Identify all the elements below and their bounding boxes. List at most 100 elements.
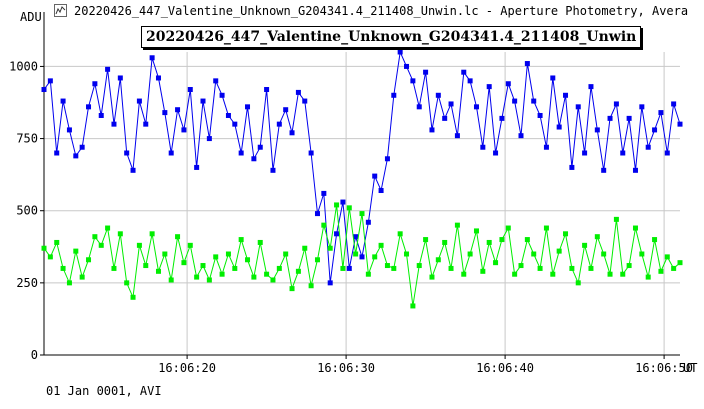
series-0	[41, 49, 683, 286]
data-point	[550, 271, 556, 277]
data-point	[448, 101, 454, 107]
data-point	[607, 271, 613, 277]
data-point	[677, 260, 683, 266]
data-point	[607, 115, 613, 121]
data-point	[98, 112, 104, 118]
data-point	[563, 231, 569, 237]
data-point	[238, 150, 244, 156]
data-point	[289, 286, 295, 292]
data-point	[416, 104, 422, 110]
data-point	[499, 115, 505, 121]
data-point	[512, 271, 518, 277]
data-point	[194, 164, 200, 170]
data-point	[321, 190, 327, 196]
data-point	[181, 127, 187, 133]
data-point	[86, 257, 92, 263]
data-point	[175, 234, 181, 240]
data-point	[671, 265, 677, 271]
data-point	[270, 277, 276, 283]
data-point	[162, 251, 168, 257]
data-point	[54, 239, 60, 245]
data-point	[289, 130, 295, 136]
x-tick-label: 16:06:30	[317, 361, 375, 375]
x-tick-label: 16:06:50	[635, 361, 693, 375]
data-point	[384, 156, 390, 162]
data-point	[582, 150, 588, 156]
data-point	[124, 150, 130, 156]
chart-title: 20220426_447_Valentine_Unknown_G204341.4…	[146, 29, 637, 45]
data-point	[556, 124, 562, 130]
data-point	[136, 242, 142, 248]
data-point	[295, 89, 301, 95]
data-point	[136, 98, 142, 104]
data-point	[575, 104, 581, 110]
data-point	[442, 115, 448, 121]
y-tick-label: 750	[16, 132, 38, 146]
data-point	[257, 239, 263, 245]
data-point	[423, 69, 429, 75]
data-point	[499, 237, 505, 243]
data-point	[219, 271, 225, 277]
data-point	[384, 263, 390, 269]
data-point	[620, 150, 626, 156]
data-point	[448, 265, 454, 271]
data-point	[626, 263, 632, 269]
data-point	[632, 167, 638, 173]
data-point	[143, 121, 149, 127]
data-point	[283, 251, 289, 257]
data-point	[518, 263, 524, 269]
data-point	[130, 294, 136, 300]
data-point	[543, 144, 549, 150]
data-point	[613, 216, 619, 222]
data-point	[486, 239, 492, 245]
data-point	[219, 92, 225, 98]
data-point	[276, 121, 282, 127]
data-point	[302, 245, 308, 251]
data-point	[98, 242, 104, 248]
data-point	[397, 231, 403, 237]
data-point	[632, 225, 638, 231]
chart-app-icon[interactable]	[54, 4, 67, 17]
data-point	[454, 133, 460, 139]
data-point	[346, 265, 352, 271]
series-layer	[41, 49, 683, 309]
y-tick-label: 250	[16, 276, 38, 290]
y-axis-label: ADU	[20, 10, 42, 24]
data-point	[66, 127, 72, 133]
data-point	[461, 271, 467, 277]
data-point	[563, 92, 569, 98]
data-point	[664, 254, 670, 260]
data-point	[314, 257, 320, 263]
data-point	[588, 265, 594, 271]
data-point	[601, 251, 607, 257]
data-point	[594, 127, 600, 133]
data-point	[359, 254, 365, 260]
data-point	[168, 150, 174, 156]
data-point	[283, 107, 289, 113]
data-point	[575, 280, 581, 286]
axis-layer	[40, 12, 680, 359]
data-point	[86, 104, 92, 110]
data-point	[658, 268, 664, 274]
data-point	[645, 274, 651, 280]
data-point	[66, 280, 72, 286]
data-point	[365, 219, 371, 225]
data-point	[435, 257, 441, 263]
data-point	[391, 265, 397, 271]
data-point	[404, 251, 410, 257]
data-point	[308, 150, 314, 156]
data-point	[359, 211, 365, 217]
footer-label: 01 Jan 0001, AVI	[46, 384, 162, 398]
data-point	[334, 231, 340, 237]
data-point	[467, 78, 473, 84]
data-point	[314, 211, 320, 217]
data-point	[493, 150, 499, 156]
data-point	[601, 167, 607, 173]
data-point	[168, 277, 174, 283]
data-point	[251, 156, 257, 162]
data-point	[353, 234, 359, 240]
data-point	[111, 265, 117, 271]
data-point	[155, 75, 161, 81]
data-point	[92, 234, 98, 240]
data-point	[397, 49, 403, 55]
